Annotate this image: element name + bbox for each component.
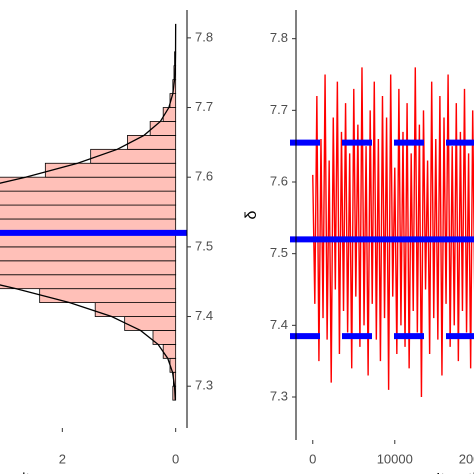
x-tick-label: 0 <box>172 451 179 466</box>
y-tick-label: 7.6 <box>195 169 213 184</box>
bar <box>0 246 177 262</box>
bar <box>44 162 177 178</box>
x-tick-label: 10000 <box>377 451 413 466</box>
trace <box>312 67 474 398</box>
y-tick-label: 7.4 <box>195 308 213 323</box>
y-axis-label: δ <box>243 210 260 219</box>
bar <box>0 204 177 220</box>
y-tick-label: 7.8 <box>270 30 288 45</box>
density-curve <box>0 23 177 401</box>
y-tick-label: 7.3 <box>195 378 213 393</box>
y-tick-label: 7.5 <box>270 245 288 260</box>
bar <box>127 134 177 150</box>
x-axis-label: Iterations <box>436 471 474 474</box>
bar <box>0 260 177 276</box>
bar <box>90 148 177 164</box>
y-tick-label: 7.7 <box>195 99 213 114</box>
x-tick-label: 0 <box>309 451 316 466</box>
bar <box>0 176 177 192</box>
bar <box>162 343 177 359</box>
x-tick-label: 2 <box>59 451 66 466</box>
x-tick-label: 20000 <box>459 451 474 466</box>
y-tick-label: 7.3 <box>270 388 288 403</box>
y-tick-label: 7.6 <box>270 173 288 188</box>
bar <box>0 190 177 206</box>
bar <box>149 121 177 136</box>
y-tick-label: 7.7 <box>270 102 288 117</box>
bar <box>169 357 177 373</box>
y-tick-label: 7.8 <box>195 29 213 44</box>
bar <box>124 316 177 331</box>
y-tick-label: 7.4 <box>270 317 288 332</box>
x-axis-label: Density <box>0 471 38 474</box>
y-tick-label: 7.5 <box>195 238 213 253</box>
bar <box>0 274 177 290</box>
